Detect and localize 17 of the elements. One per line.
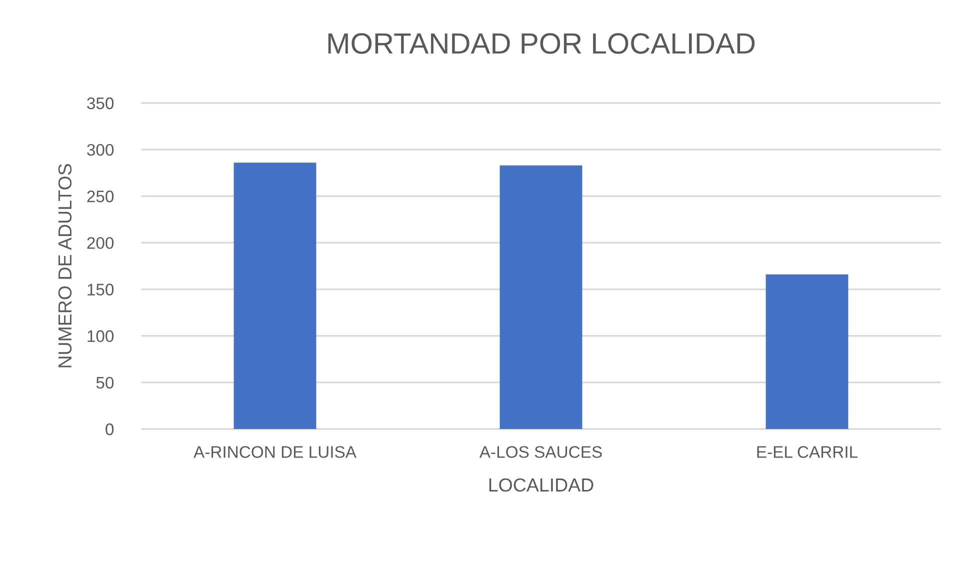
x-tick-label: A-LOS SAUCES <box>479 446 602 458</box>
y-tick-label: 200 <box>87 237 114 249</box>
bar <box>500 165 582 429</box>
x-tick-label: E-EL CARRIL <box>757 446 858 458</box>
y-tick-label: 300 <box>87 144 114 156</box>
x-axis-title: LOCALIDAD <box>489 478 594 492</box>
y-axis-title: NUMERO DE ADULTOS <box>58 164 72 368</box>
y-tick-label: 350 <box>87 97 114 110</box>
chart-title: MORTANDAD POR LOCALIDAD <box>328 33 755 54</box>
y-tick-label: 250 <box>87 190 114 202</box>
bar <box>766 274 848 429</box>
bar <box>234 162 316 429</box>
y-tick-label: 50 <box>96 376 114 389</box>
y-tick-label: 100 <box>88 330 114 342</box>
y-tick-label: 0 <box>106 423 114 436</box>
x-tick-label: A-RINCON DE LUISA <box>194 446 356 458</box>
y-tick-label: 150 <box>88 284 114 296</box>
